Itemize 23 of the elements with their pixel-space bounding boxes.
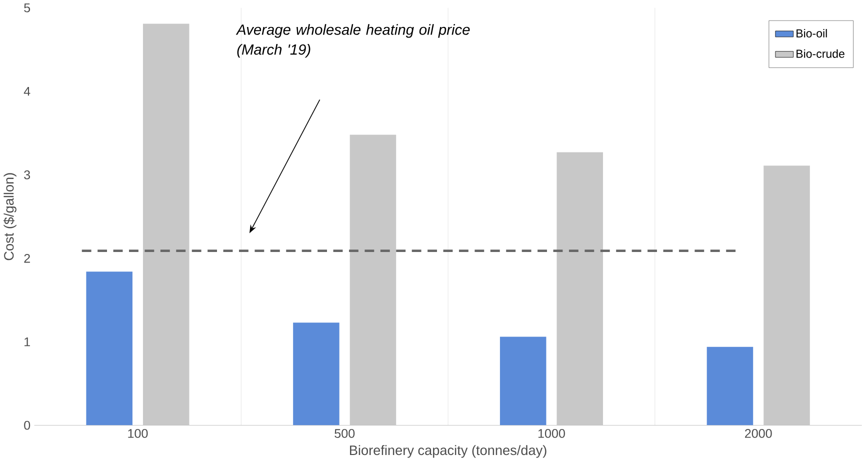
bar [86, 272, 132, 426]
bar [706, 346, 754, 426]
y-axis-title: Cost ($/gallon) [3, 173, 16, 260]
x-axis-title: Biorefinery capacity (tonnes/day) [350, 444, 546, 458]
y-tick-label: 5 [24, 3, 30, 12]
y-tick-label: 1 [24, 337, 30, 346]
legend-label: Bio-crude [796, 49, 844, 58]
bar [556, 152, 604, 426]
y-tick-label: 4 [24, 86, 30, 96]
bar [764, 166, 810, 426]
x-tick-label: 1000 [538, 428, 565, 438]
bar [350, 134, 396, 426]
legend-label: Bio-oil [796, 28, 827, 38]
y-tick-label: 0 [24, 420, 30, 430]
x-tick-label: 100 [128, 428, 148, 438]
y-tick-label: 2 [24, 254, 30, 263]
bar [500, 336, 546, 426]
bar [293, 322, 340, 426]
x-tick-label: 500 [334, 428, 355, 438]
annotation: Average wholesale heating oil price (March '19) [236, 24, 470, 58]
x-tick-label: 2000 [745, 428, 772, 438]
bar [142, 24, 190, 426]
y-tick-label: 3 [24, 170, 30, 180]
